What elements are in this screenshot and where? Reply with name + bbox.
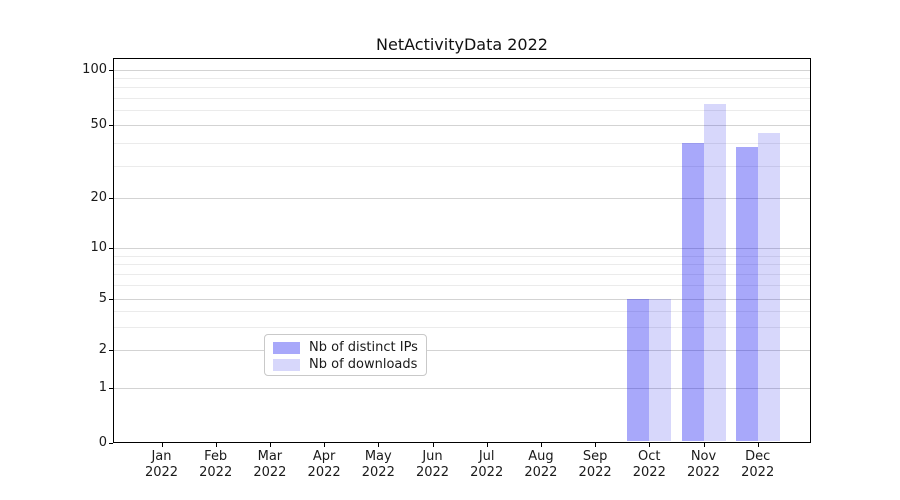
gridline-minor-40 (114, 142, 810, 144)
x-tick-sep (595, 442, 597, 447)
x-tick-may (378, 442, 380, 447)
x-tick-jun (432, 442, 434, 447)
y-tick-label-0: 0 (98, 434, 107, 450)
gridline-major-5 (114, 298, 810, 300)
y-tick-5 (109, 298, 113, 300)
gridline-minor-6 (114, 285, 810, 287)
x-tick-label-dec: Dec 2022 (741, 449, 775, 480)
x-tick-mar (269, 442, 271, 447)
y-tick-2 (109, 350, 113, 351)
y-tick-label-10: 10 (90, 240, 107, 255)
gridline-major-20 (114, 198, 810, 200)
x-tick-label-may: May 2022 (361, 449, 395, 480)
y-tick-0 (109, 442, 113, 444)
x-tick-label-jul: Jul 2022 (470, 449, 504, 480)
x-tick-jan (161, 442, 163, 447)
x-tick-apr (324, 442, 326, 447)
x-tick-label-apr: Apr 2022 (307, 449, 341, 480)
legend-label-distinct-ips: Nb of distinct IPs (309, 340, 418, 355)
bar-ips-oct (627, 298, 650, 442)
gridline-minor-3 (114, 327, 810, 329)
gridline-minor-80 (114, 87, 810, 89)
x-tick-label-sep: Sep 2022 (578, 449, 612, 480)
y-tick-label-1: 1 (98, 380, 107, 396)
gridline-major-50 (114, 125, 810, 126)
bar-ips-nov (681, 142, 704, 442)
gridline-minor-70 (114, 98, 810, 100)
bar-downloads-oct (649, 298, 672, 442)
gridline-minor-4 (114, 311, 810, 313)
gridline-major-1 (114, 388, 810, 390)
x-tick-label-oct: Oct 2022 (632, 449, 666, 480)
bar-downloads-nov (703, 103, 726, 442)
x-tick-label-feb: Feb 2022 (199, 449, 233, 480)
gridline-minor-30 (114, 165, 810, 167)
legend-label-downloads: Nb of downloads (309, 357, 418, 372)
x-tick-label-jan: Jan 2022 (144, 449, 179, 480)
gridline-minor-9 (114, 255, 810, 257)
gridline-major-2 (114, 350, 810, 351)
gridline-major-10 (114, 248, 810, 249)
x-tick-label-nov: Nov 2022 (686, 449, 721, 480)
x-tick-feb (215, 442, 217, 447)
x-tick-label-aug: Aug 2022 (524, 449, 558, 480)
x-tick-jul (486, 442, 488, 447)
bar-downloads-dec (757, 133, 780, 442)
legend-entry-distinct-ips: Nb of distinct IPs (273, 339, 426, 356)
gridline-minor-8 (114, 264, 810, 266)
x-tick-label-mar: Mar 2022 (253, 449, 287, 480)
y-tick-label-2: 2 (98, 342, 107, 357)
y-tick-10 (109, 248, 113, 249)
y-tick-label-5: 5 (98, 290, 107, 306)
y-tick-1 (109, 388, 113, 390)
gridline-minor-60 (114, 110, 810, 112)
y-tick-20 (109, 198, 113, 200)
bar-ips-dec (735, 146, 758, 442)
gridline-major-100 (114, 69, 810, 71)
chart-title: NetActivityData 2022 (376, 35, 548, 54)
legend-swatch-distinct-ips (273, 341, 300, 354)
x-tick-dec (757, 442, 759, 447)
gridline-minor-7 (114, 274, 810, 276)
legend-swatch-downloads (273, 358, 300, 371)
x-tick-oct (649, 442, 651, 447)
legend: Nb of distinct IPs Nb of downloads (264, 334, 427, 376)
y-tick-label-50: 50 (90, 117, 107, 132)
plot-area: 0 1 2 5 10 20 50 100 Jan 2022 Feb 2022 Mar 2022 Apr… (82, 58, 811, 480)
x-tick-aug (540, 442, 542, 447)
y-tick-50 (109, 125, 113, 126)
y-tick-label-100: 100 (82, 61, 107, 77)
x-tick-nov (703, 442, 705, 447)
gridline-minor-90 (114, 77, 810, 79)
y-tick-label-20: 20 (90, 190, 107, 206)
y-tick-100 (109, 69, 113, 71)
x-tick-label-jun: Jun 2022 (415, 449, 450, 480)
legend-entry-downloads: Nb of downloads (273, 356, 426, 373)
